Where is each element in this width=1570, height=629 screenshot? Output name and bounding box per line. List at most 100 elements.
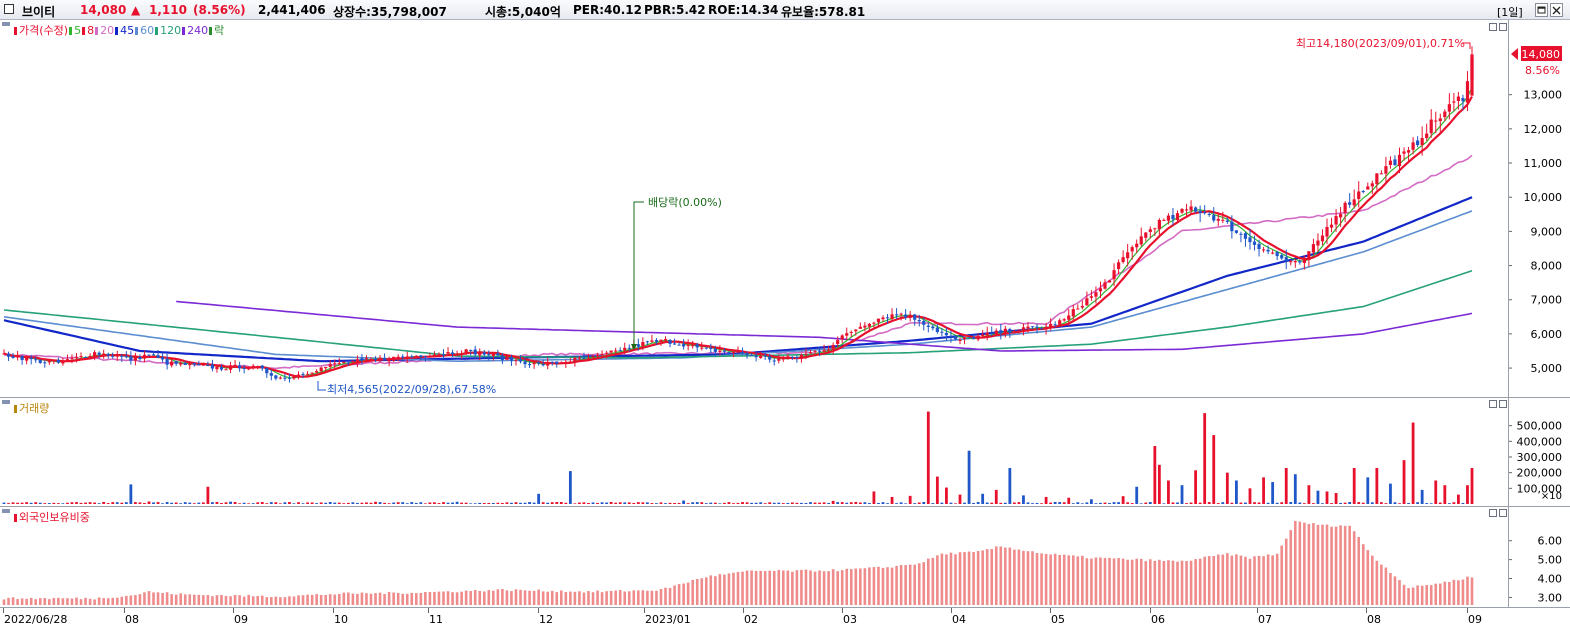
volume-bar <box>1452 502 1456 504</box>
foreign-bar <box>433 591 436 605</box>
volume-bar <box>668 502 672 504</box>
volume-bar <box>1167 480 1170 504</box>
legend-item-1[interactable]: 5 <box>69 24 81 37</box>
volume-bar <box>1108 503 1111 504</box>
foreign-bar <box>931 557 935 605</box>
foreign-bar <box>822 571 826 605</box>
volume-bar <box>1022 495 1025 504</box>
foreign-bar <box>1438 583 1442 605</box>
volume-bar <box>1411 422 1415 504</box>
foreign-bar <box>537 589 540 605</box>
candle-body <box>863 325 867 328</box>
volume-bar <box>156 502 160 504</box>
price-tick-label: 13,000 <box>1524 89 1563 102</box>
foreign-bar <box>57 597 60 605</box>
foreign-bar <box>1139 558 1143 605</box>
foreign-bar <box>754 570 758 605</box>
volume-bar <box>1053 502 1057 504</box>
candle-body <box>1221 219 1225 221</box>
legend-item-7[interactable]: 240 <box>182 24 208 37</box>
foreign-bar <box>546 591 550 605</box>
candle-body <box>854 329 858 332</box>
foreign-bar <box>1312 523 1315 605</box>
candle-body <box>917 320 921 322</box>
legend-item-6[interactable]: 120 <box>155 24 181 37</box>
foreign-bar <box>714 576 717 605</box>
foreign-bar <box>868 567 871 605</box>
stock-name[interactable]: 브이티 <box>22 5 56 19</box>
volume-bar <box>981 493 985 504</box>
foreign-bar <box>120 596 124 605</box>
price-panel-minimize-button[interactable] <box>1489 23 1497 31</box>
volume-panel-grip[interactable] <box>2 400 10 404</box>
close-icon <box>1552 6 1561 15</box>
candle-body <box>333 363 337 365</box>
foreign-bar <box>211 596 214 605</box>
select-checkbox[interactable] <box>4 4 14 14</box>
volume-bar <box>849 502 853 504</box>
candle-body <box>1017 330 1021 332</box>
volume-bar <box>573 503 577 504</box>
candle-body <box>967 337 971 339</box>
volume-bar <box>1144 502 1148 504</box>
volume-bar <box>827 502 831 504</box>
foreign-bar <box>20 598 24 605</box>
foreign-bar <box>1330 526 1333 605</box>
candle-body <box>605 352 609 354</box>
volume-panel-maximize-button[interactable] <box>1499 400 1507 408</box>
legend-item-3[interactable]: 20 <box>95 24 114 37</box>
volume-bar <box>170 502 174 504</box>
foreign-bar <box>1049 554 1052 605</box>
legend-item-8[interactable]: 락 <box>209 24 224 37</box>
legend-item-4[interactable]: 45 <box>115 24 134 37</box>
legend-item-0[interactable]: 가격(수정) <box>14 24 68 37</box>
volume-bar <box>129 484 133 504</box>
foreign-bar <box>428 592 432 605</box>
candle-body <box>2 353 6 355</box>
price-panel-maximize-button[interactable] <box>1499 23 1507 31</box>
volume-bar <box>1366 477 1370 504</box>
volume-bar <box>1176 502 1179 504</box>
volume-bar <box>38 502 42 504</box>
candle-body <box>550 361 554 363</box>
candle-body <box>496 353 500 356</box>
foreign-bar <box>1244 556 1247 605</box>
candle-body <box>342 361 346 364</box>
foreign-legend-marker <box>14 514 17 522</box>
foreign-bar <box>804 569 808 605</box>
candle-body <box>500 355 504 361</box>
foreign-bar <box>419 593 423 605</box>
foreign-panel-minimize-button[interactable] <box>1489 509 1497 517</box>
foreign-bar <box>872 567 876 605</box>
foreign-bar <box>985 549 989 605</box>
legend-label: 60 <box>140 24 155 37</box>
period-button[interactable]: [1일] <box>1497 6 1523 19</box>
volume-bar <box>822 502 826 504</box>
volume-panel-minimize-button[interactable] <box>1489 400 1497 408</box>
foreign-bar <box>93 599 96 605</box>
maximize-button[interactable] <box>1535 3 1548 17</box>
foreign-bar <box>134 595 137 605</box>
candle-body <box>247 368 251 370</box>
candle-body <box>695 344 699 348</box>
volume-bar <box>183 502 187 504</box>
volume-bar <box>872 491 876 504</box>
foreign-bar <box>1461 579 1465 605</box>
foreign-bar <box>365 593 368 605</box>
candle-body <box>772 360 776 362</box>
volume-bar <box>1434 480 1438 504</box>
foreign-panel-grip[interactable] <box>2 509 10 513</box>
foreign-panel-maximize-button[interactable] <box>1499 509 1507 517</box>
last-change-label: 8.56% <box>1525 64 1560 77</box>
foreign-bar <box>347 592 350 605</box>
foreign-bar <box>251 596 255 605</box>
price-panel-grip[interactable] <box>2 22 10 26</box>
foreign-bar <box>623 591 627 605</box>
foreign-bar <box>469 591 472 605</box>
foreign-bar <box>1280 545 1284 605</box>
legend-item-2[interactable]: 8 <box>82 24 94 37</box>
volume-bar <box>1239 502 1243 504</box>
close-button[interactable] <box>1550 3 1563 17</box>
legend-item-5[interactable]: 60 <box>135 24 154 37</box>
